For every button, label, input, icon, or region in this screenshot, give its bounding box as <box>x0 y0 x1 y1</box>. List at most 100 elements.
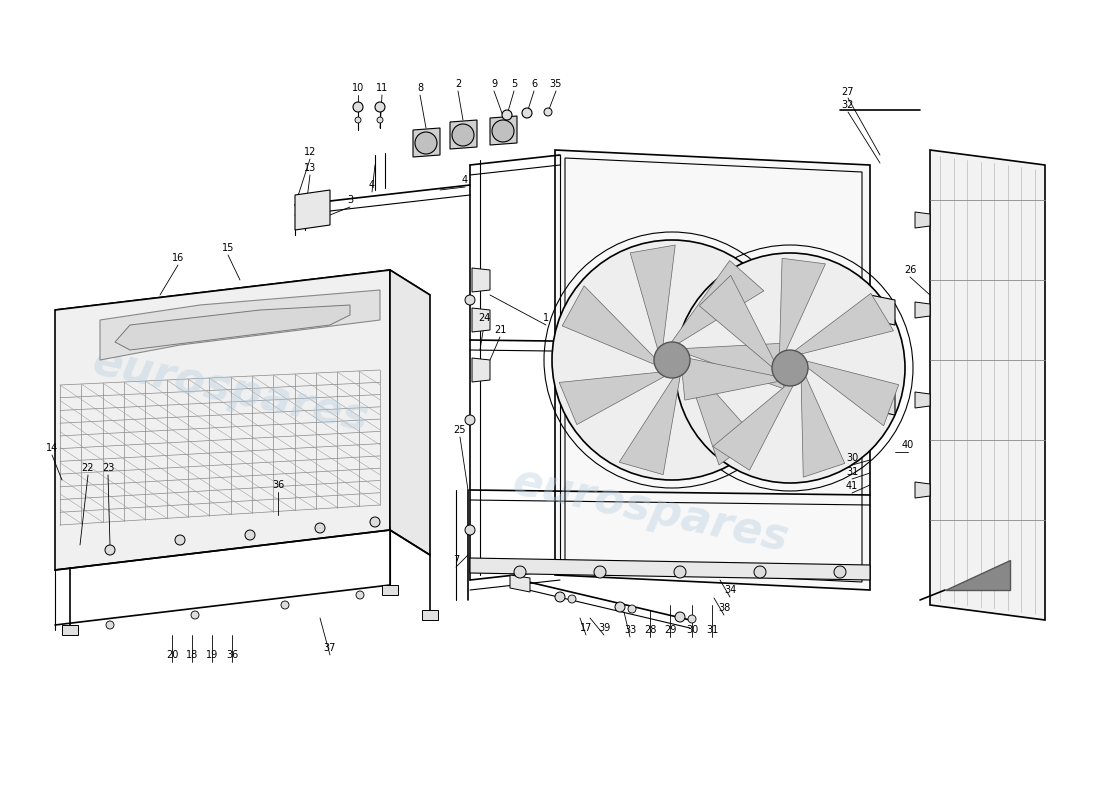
Text: 37: 37 <box>323 643 337 653</box>
Circle shape <box>465 415 475 425</box>
Polygon shape <box>795 294 893 354</box>
Text: 29: 29 <box>663 625 676 635</box>
Circle shape <box>106 621 114 629</box>
Polygon shape <box>713 386 793 470</box>
Text: 9: 9 <box>491 79 497 89</box>
Circle shape <box>452 124 474 146</box>
Circle shape <box>245 530 255 540</box>
Polygon shape <box>672 261 763 343</box>
Text: 40: 40 <box>902 440 914 450</box>
Circle shape <box>104 545 116 555</box>
Circle shape <box>628 605 636 613</box>
Circle shape <box>615 602 625 612</box>
Text: 33: 33 <box>624 625 636 635</box>
Text: 22: 22 <box>81 463 95 473</box>
Text: 35: 35 <box>550 79 562 89</box>
Text: 6: 6 <box>531 79 537 89</box>
Polygon shape <box>472 268 490 292</box>
Text: 12: 12 <box>304 147 316 157</box>
Text: 30: 30 <box>686 625 698 635</box>
Text: 23: 23 <box>102 463 114 473</box>
Polygon shape <box>915 392 930 408</box>
Polygon shape <box>422 610 438 620</box>
Circle shape <box>754 566 766 578</box>
Text: 14: 14 <box>46 443 58 453</box>
Circle shape <box>552 240 792 480</box>
Polygon shape <box>295 190 330 230</box>
Text: 16: 16 <box>172 253 184 263</box>
Text: 1: 1 <box>543 313 549 323</box>
Text: 4: 4 <box>462 175 469 185</box>
Circle shape <box>465 295 475 305</box>
Polygon shape <box>870 295 895 325</box>
Circle shape <box>568 595 576 603</box>
Text: 10: 10 <box>352 83 364 93</box>
Polygon shape <box>390 270 430 555</box>
Circle shape <box>594 566 606 578</box>
Circle shape <box>175 535 185 545</box>
Polygon shape <box>681 357 778 400</box>
Text: 34: 34 <box>724 585 736 595</box>
Circle shape <box>280 601 289 609</box>
Polygon shape <box>55 270 430 340</box>
Circle shape <box>772 350 808 386</box>
Text: 7: 7 <box>453 555 459 565</box>
Text: 13: 13 <box>304 163 316 173</box>
Polygon shape <box>700 275 773 367</box>
Circle shape <box>675 253 905 483</box>
Text: 24: 24 <box>477 313 491 323</box>
Circle shape <box>377 117 383 123</box>
Polygon shape <box>915 302 930 318</box>
Text: 38: 38 <box>718 603 730 613</box>
Text: 36: 36 <box>226 650 238 660</box>
Polygon shape <box>780 258 825 354</box>
Polygon shape <box>412 128 440 157</box>
Circle shape <box>415 132 437 154</box>
Text: 25: 25 <box>453 425 466 435</box>
Text: 3: 3 <box>346 195 353 205</box>
Text: 30: 30 <box>846 453 858 463</box>
Circle shape <box>191 611 199 619</box>
Circle shape <box>356 591 364 599</box>
Polygon shape <box>945 560 1010 590</box>
Polygon shape <box>470 558 870 580</box>
Text: 39: 39 <box>598 623 611 633</box>
Polygon shape <box>619 376 680 474</box>
Text: 18: 18 <box>186 650 198 660</box>
Circle shape <box>556 592 565 602</box>
Circle shape <box>370 517 379 527</box>
Circle shape <box>544 108 552 116</box>
Polygon shape <box>490 116 517 145</box>
Text: 5: 5 <box>510 79 517 89</box>
Polygon shape <box>686 363 756 465</box>
Polygon shape <box>100 290 380 360</box>
Text: 32: 32 <box>842 100 855 110</box>
Polygon shape <box>55 270 390 570</box>
Text: 27: 27 <box>842 87 855 97</box>
Text: 41: 41 <box>846 481 858 491</box>
Text: 26: 26 <box>904 265 916 275</box>
Polygon shape <box>915 482 930 498</box>
Text: 28: 28 <box>644 625 657 635</box>
Circle shape <box>834 566 846 578</box>
Circle shape <box>315 523 324 533</box>
Text: 17: 17 <box>580 623 592 633</box>
Circle shape <box>465 525 475 535</box>
Circle shape <box>514 566 526 578</box>
Circle shape <box>355 117 361 123</box>
Circle shape <box>674 566 686 578</box>
Text: eurospares: eurospares <box>88 340 372 440</box>
Text: 36: 36 <box>272 480 284 490</box>
Circle shape <box>492 120 514 142</box>
Polygon shape <box>382 585 398 595</box>
Polygon shape <box>870 385 895 415</box>
Polygon shape <box>472 308 490 332</box>
Text: 2: 2 <box>455 79 461 89</box>
Polygon shape <box>801 377 845 477</box>
Polygon shape <box>472 358 490 382</box>
Text: 15: 15 <box>222 243 234 253</box>
Polygon shape <box>556 150 870 590</box>
Polygon shape <box>62 625 78 635</box>
Circle shape <box>675 612 685 622</box>
Circle shape <box>522 108 532 118</box>
